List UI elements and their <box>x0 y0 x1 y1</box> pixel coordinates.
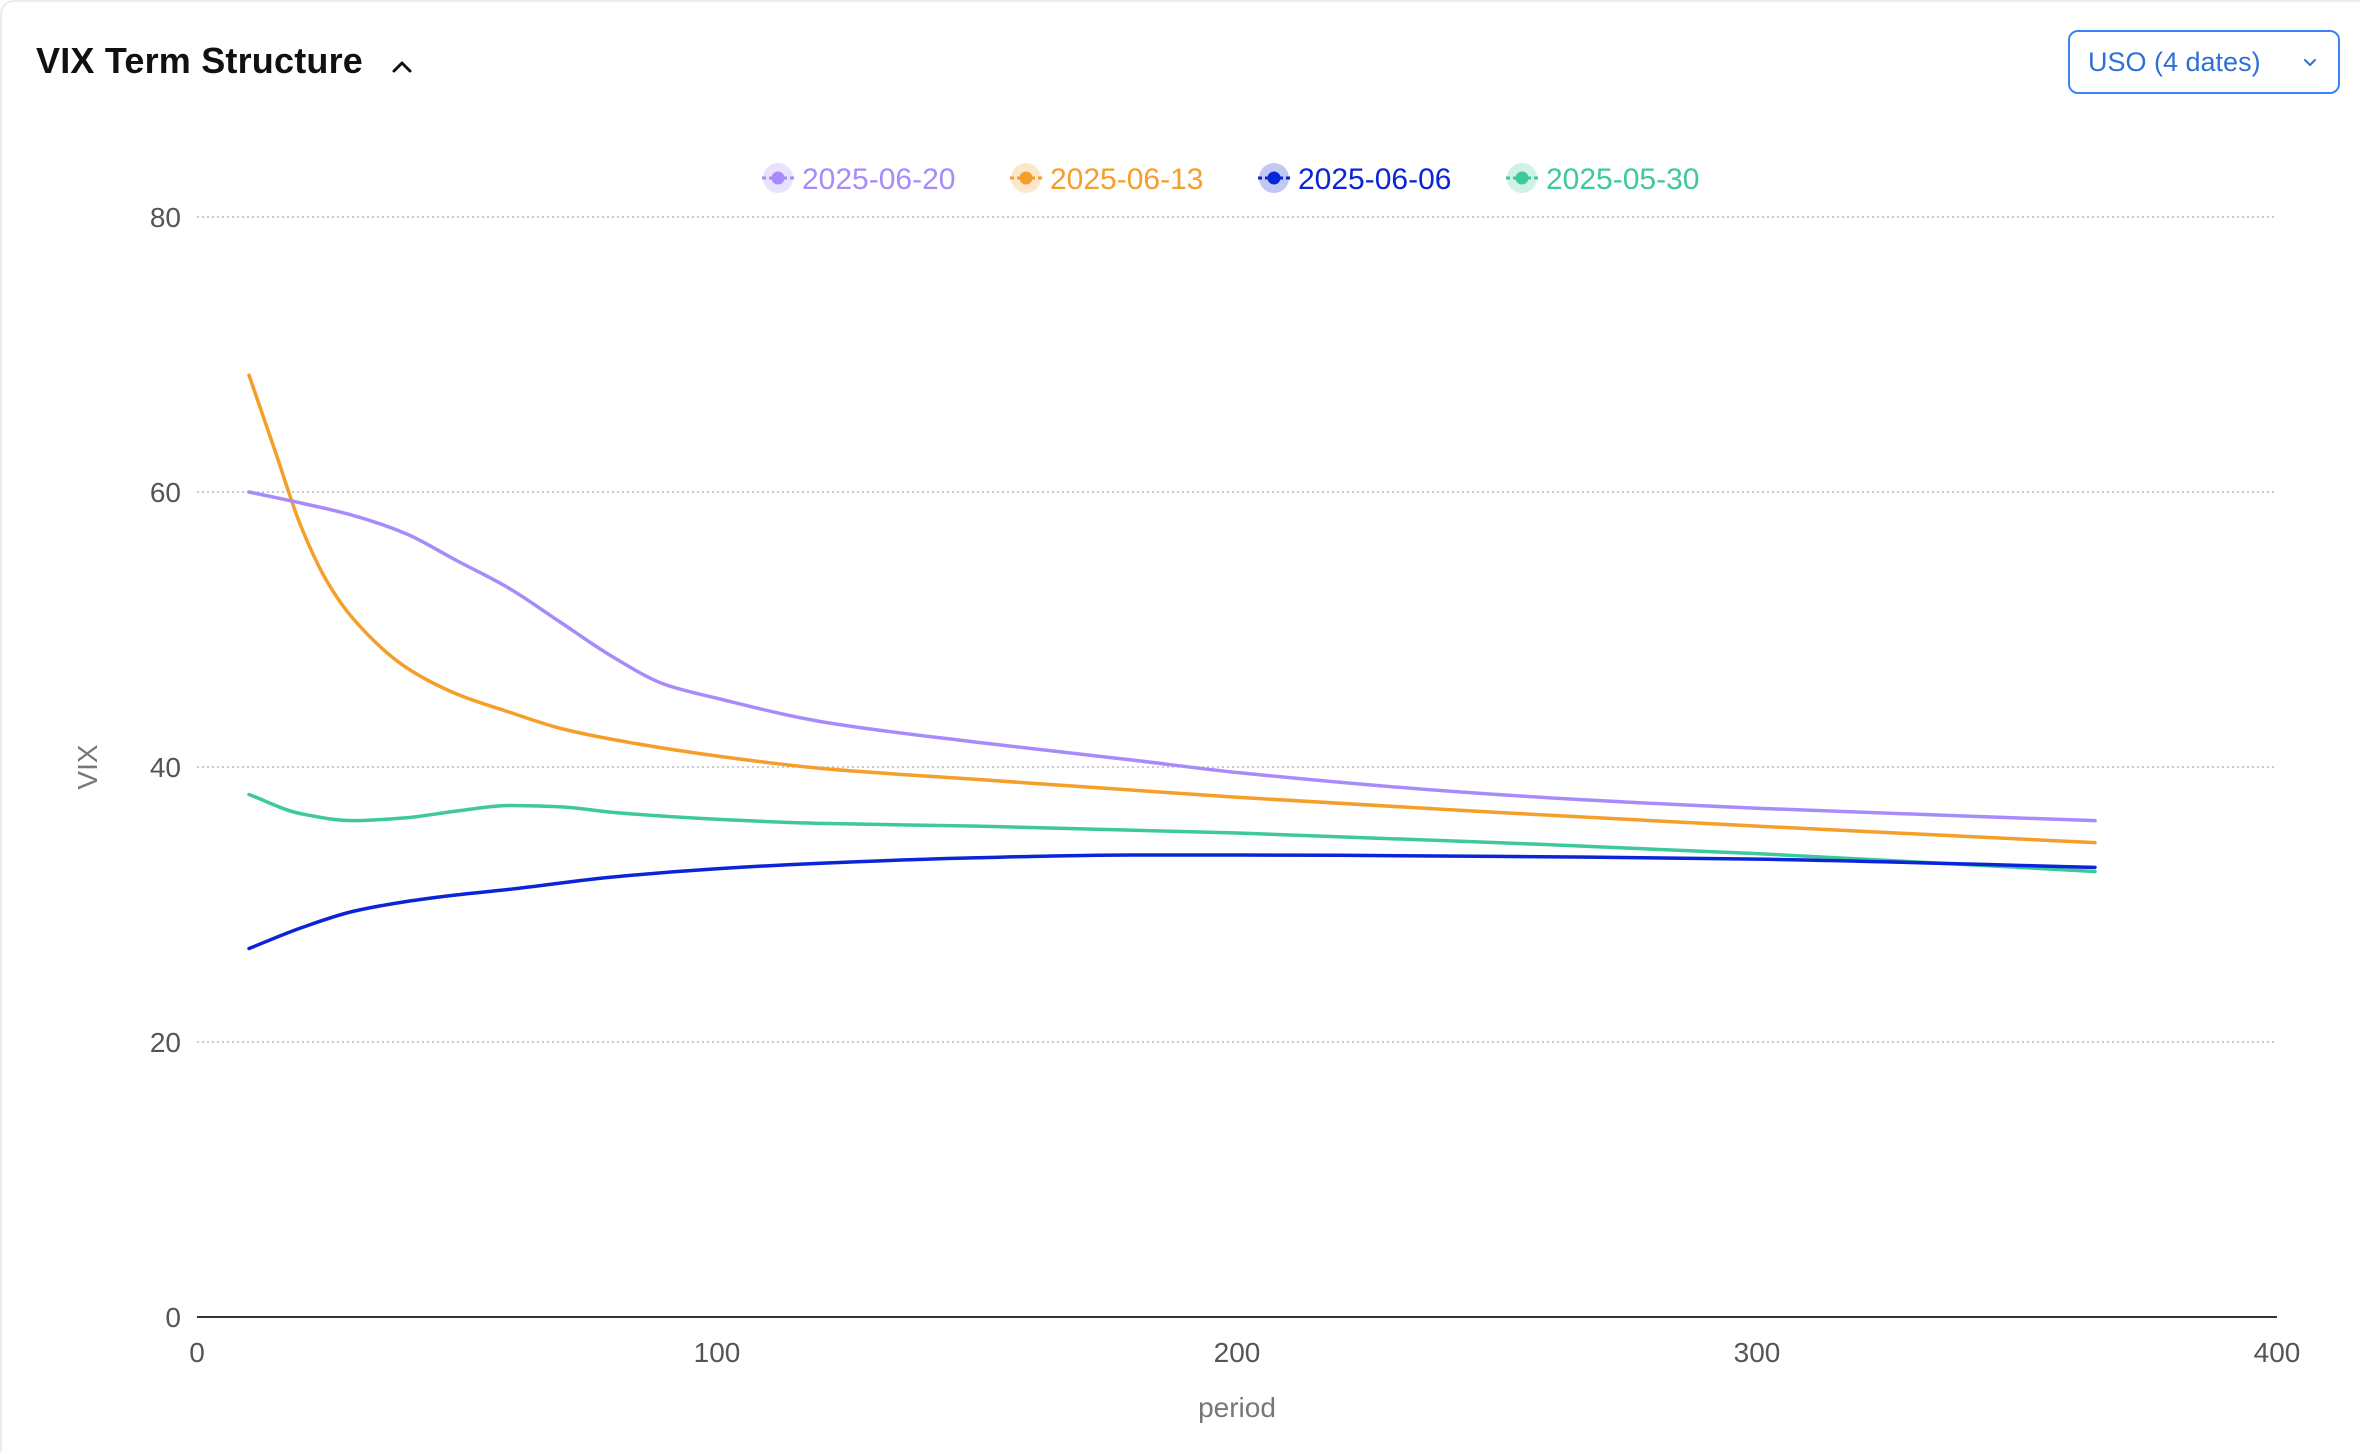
x-tick-label: 300 <box>1734 1337 1781 1368</box>
page-title: VIX Term Structure <box>36 40 364 81</box>
y-tick-label: 40 <box>150 752 181 783</box>
legend-label: 2025-05-30 <box>1546 163 1699 196</box>
legend-item[interactable]: 2025-06-20 <box>762 163 955 196</box>
series-line-2025-05-30[interactable] <box>247 792 2097 874</box>
series-line-2025-06-20[interactable] <box>247 490 2097 823</box>
x-tick-label: 400 <box>2254 1337 2301 1368</box>
legend-marker-dot <box>1515 171 1529 185</box>
legend-marker-dot <box>1019 171 1033 185</box>
legend-label: 2025-06-20 <box>802 163 955 196</box>
y-tick-label: 20 <box>150 1027 181 1058</box>
series-line-2025-06-06[interactable] <box>247 853 2097 951</box>
collapse-button[interactable] <box>382 46 422 86</box>
x-tick-label: 0 <box>189 1337 205 1368</box>
legend-marker-dot <box>1267 171 1281 185</box>
x-tick-label: 100 <box>694 1337 741 1368</box>
y-tick-label: 80 <box>150 202 181 233</box>
chevron-up-icon <box>392 61 412 73</box>
legend-item[interactable]: 2025-06-06 <box>1258 163 1451 196</box>
legend-label: 2025-06-13 <box>1050 163 1203 196</box>
legend-item[interactable]: 2025-06-13 <box>1010 163 1203 196</box>
y-tick-label: 0 <box>165 1302 181 1333</box>
chevron-down-icon <box>2300 52 2320 72</box>
y-tick-label: 60 <box>150 477 181 508</box>
ticker-select[interactable]: USO (4 dates) <box>2068 30 2340 94</box>
y-axis-title: VIX <box>72 744 103 789</box>
series-line-2025-06-13[interactable] <box>247 373 2097 845</box>
x-axis-title: period <box>1198 1392 1276 1423</box>
x-tick-label: 200 <box>1214 1337 1261 1368</box>
ticker-select-label: USO (4 dates) <box>2088 46 2261 77</box>
legend-label: 2025-06-06 <box>1298 163 1451 196</box>
legend-item[interactable]: 2025-05-30 <box>1506 163 1699 196</box>
legend-marker-dot <box>771 171 785 185</box>
